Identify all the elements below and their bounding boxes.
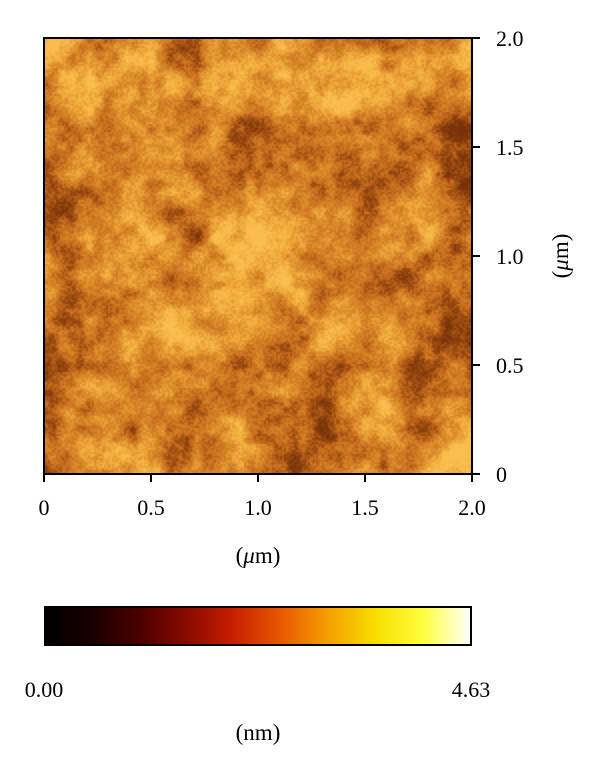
x-tick-label: 0 — [39, 495, 50, 520]
y-tick-label: 1.0 — [496, 244, 524, 269]
x-axis-ticks: 0 0.5 1.0 1.5 2.0 — [39, 474, 486, 520]
colorbar-strip — [44, 606, 472, 646]
colorbar-max-label: 4.63 — [452, 677, 491, 702]
colorbar-min-label: 0.00 — [25, 677, 64, 702]
x-tick-label: 1.0 — [244, 495, 272, 520]
colorbar-unit-label: (nm) — [236, 720, 281, 745]
height-map-image — [44, 38, 472, 474]
y-tick-label: 1.5 — [496, 135, 524, 160]
x-tick-label: 1.5 — [351, 495, 379, 520]
x-tick-label: 0.5 — [137, 495, 165, 520]
colorbar: 0.00 4.63 (nm) — [25, 606, 491, 745]
y-axis-label: (μm) — [548, 234, 573, 279]
x-axis-label: (μm) — [236, 543, 281, 568]
height-map — [43, 37, 473, 475]
y-tick-label: 0 — [496, 462, 507, 487]
y-axis-ticks: 0 0.5 1.0 1.5 2.0 — [472, 26, 524, 487]
y-tick-label: 0.5 — [496, 353, 524, 378]
x-tick-label: 2.0 — [458, 495, 486, 520]
y-tick-label: 2.0 — [496, 26, 524, 51]
